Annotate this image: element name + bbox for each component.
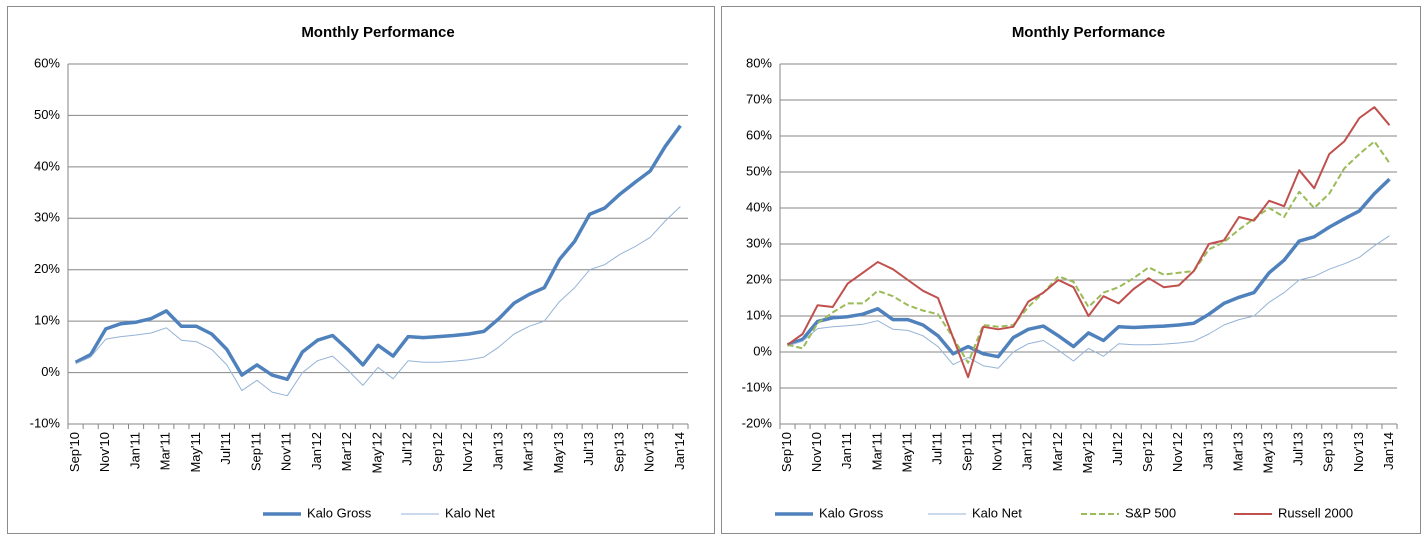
x-tick-label: May'12: [369, 432, 384, 474]
x-tick-label: Sep'13: [611, 432, 626, 472]
x-tick-label: Sep'12: [430, 432, 445, 472]
y-tick-label: 30%: [34, 210, 60, 225]
y-tick-label: 80%: [746, 55, 772, 70]
x-tick-label: Mar'13: [1230, 432, 1245, 471]
y-tick-label: 0%: [41, 364, 60, 379]
x-tick-label: May'12: [1080, 432, 1095, 474]
x-tick-label: Jul'13: [581, 432, 596, 466]
y-tick-label: -20%: [742, 415, 773, 430]
data-line: [786, 106, 1391, 379]
x-tick-label: Jan'13: [1200, 432, 1215, 470]
y-tick-label: 20%: [746, 271, 772, 286]
y-tick-label: 40%: [34, 158, 60, 173]
y-tick-label: 60%: [746, 127, 772, 142]
x-tick-label: Sep'11: [248, 432, 263, 471]
legend-label: Kalo Net: [972, 505, 1022, 520]
x-tick-label: Mar'12: [339, 432, 354, 471]
x-tick-label: Mar'13: [521, 432, 536, 471]
x-tick-label: May'13: [1261, 432, 1276, 474]
x-tick-label: Sep'10: [67, 432, 82, 472]
legend-label: Kalo Gross: [307, 505, 372, 520]
chart-border: [721, 6, 1421, 534]
y-tick-label: 70%: [746, 91, 772, 106]
x-tick-label: May'11: [188, 432, 203, 473]
x-tick-label: Jan'12: [1020, 432, 1035, 470]
x-tick-label: Jan'14: [1381, 432, 1396, 470]
x-tick-label: Jul'11: [218, 432, 233, 465]
data-line: [787, 140, 1391, 364]
x-tick-label: Jan'13: [490, 432, 505, 470]
x-tick-label: Sep'10: [779, 432, 794, 472]
chart-panel: Monthly Performance -20% -10% 0% 10% 20% 30% 40…: [721, 6, 1421, 534]
x-tick-label: Mar'11: [869, 432, 884, 470]
y-tick-label: 0%: [753, 343, 772, 358]
y-tick-label: 50%: [746, 163, 772, 178]
x-tick-label: Sep'13: [1321, 432, 1336, 472]
x-tick-label: Jul'11: [929, 432, 944, 465]
x-tick-label: Jul'12: [1110, 432, 1125, 466]
x-tick-label: May'11: [899, 432, 914, 473]
y-tick-label: 10%: [34, 313, 60, 328]
legend-label: Kalo Net: [445, 505, 495, 520]
data-line: [75, 206, 681, 397]
x-tick-label: Jan'12: [309, 432, 324, 470]
data-line: [74, 124, 682, 382]
legend-label: Kalo Gross: [819, 505, 884, 520]
data-line: [786, 177, 1391, 359]
x-tick-label: Nov'13: [642, 432, 657, 472]
y-tick-label: 30%: [746, 235, 772, 250]
legend-label: Russell 2000: [1278, 505, 1353, 520]
x-tick-label: Jan'11: [127, 432, 142, 469]
x-tick-label: Nov'12: [460, 432, 475, 472]
x-tick-label: Nov'10: [97, 432, 112, 472]
x-tick-label: May'13: [551, 432, 566, 474]
x-tick-label: Jan'14: [672, 432, 687, 470]
x-tick-label: Sep'11: [960, 432, 975, 471]
data-line: [787, 235, 1390, 369]
x-tick-label: Sep'12: [1140, 432, 1155, 472]
y-tick-label: -10%: [30, 415, 61, 430]
x-tick-label: Nov'11: [279, 432, 294, 471]
x-tick-label: Nov'10: [809, 432, 824, 472]
y-tick-label: 50%: [34, 107, 60, 122]
x-tick-label: Nov'13: [1351, 432, 1366, 472]
y-tick-label: 10%: [746, 307, 772, 322]
chart-title: Monthly Performance: [301, 24, 454, 41]
y-tick-label: 20%: [34, 261, 60, 276]
x-tick-label: Mar'12: [1050, 432, 1065, 471]
chart-title: Monthly Performance: [1012, 24, 1165, 41]
x-tick-label: Jul'12: [400, 432, 415, 466]
y-tick-label: 60%: [34, 55, 60, 70]
chart-panel: Monthly Performance -10% 0% 10% 20% 30% 40% 50%…: [7, 6, 715, 534]
x-tick-label: Mar'11: [158, 432, 173, 470]
y-tick-label: -10%: [742, 379, 773, 394]
x-tick-label: Jan'11: [839, 432, 854, 469]
x-tick-label: Jul'13: [1291, 432, 1306, 466]
x-tick-label: Nov'11: [990, 432, 1005, 471]
y-tick-label: 40%: [746, 199, 772, 214]
legend-label: S&P 500: [1125, 505, 1176, 520]
x-tick-label: Nov'12: [1170, 432, 1185, 472]
